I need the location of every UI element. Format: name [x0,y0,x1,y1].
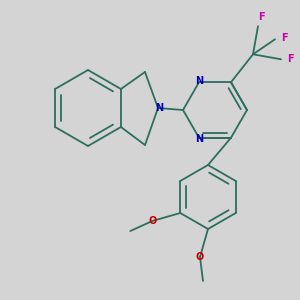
Text: F: F [258,12,264,22]
Text: O: O [148,216,156,226]
Text: N: N [195,134,203,144]
Text: N: N [155,103,163,113]
Text: F: F [281,33,287,43]
Text: N: N [195,76,203,86]
Text: F: F [287,54,293,64]
Text: O: O [196,252,204,262]
